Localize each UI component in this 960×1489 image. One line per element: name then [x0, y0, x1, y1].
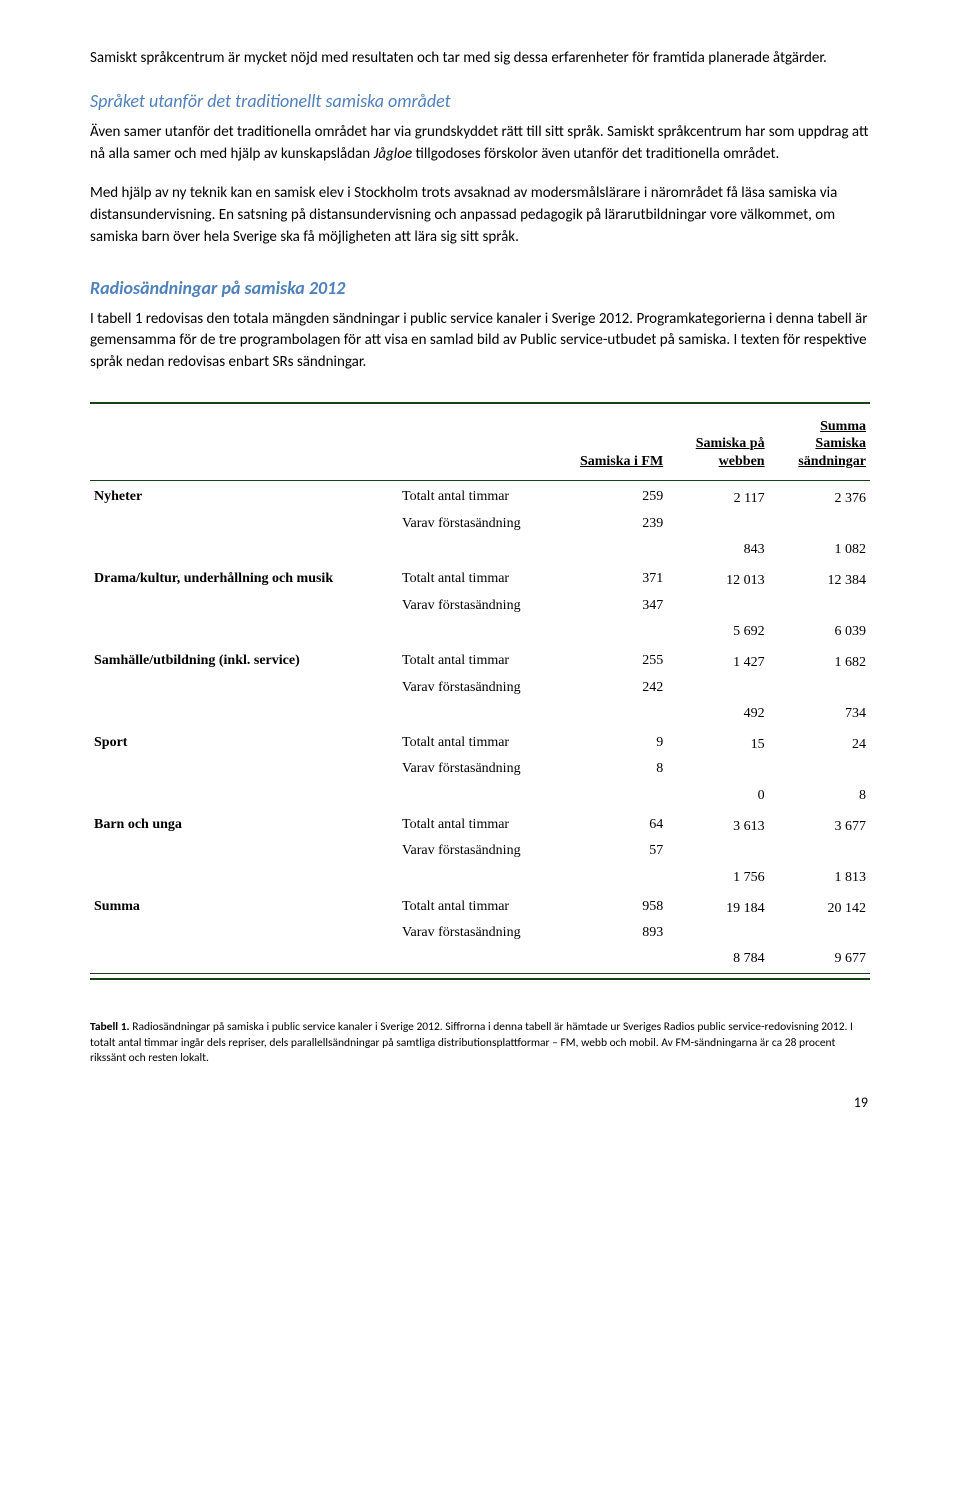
table-row-label-total: Totalt antal timmar: [402, 645, 566, 674]
table-cell: 9 677: [769, 946, 870, 973]
intro-paragraph: Samiskt språkcentrum är mycket nöjd med …: [90, 48, 870, 70]
table-row-label-varav: Varav förstasändning: [402, 675, 566, 701]
section1-p1-italic: Jågloe: [374, 145, 413, 163]
caption-bold: Tabell 1.: [90, 1020, 130, 1034]
table-cell: 24: [769, 727, 870, 783]
table-cell: 371: [566, 563, 667, 592]
table-cell: 1 682: [769, 645, 870, 701]
table-cell: 255: [566, 645, 667, 674]
section1-heading: Språket utanför det traditionellt samisk…: [90, 88, 870, 114]
table-cell: 15: [667, 727, 768, 783]
table-cell: 1 082: [769, 537, 870, 563]
table-cell: 8 784: [667, 946, 768, 973]
table-row-label-varav: Varav förstasändning: [402, 593, 566, 619]
col-header-sum-b: Samiska sändningar: [798, 436, 866, 469]
col-header-web: Samiska på webben: [667, 403, 768, 481]
table-category: Nyheter: [90, 481, 402, 511]
table-cell: 1 427: [667, 645, 768, 701]
page-number: 19: [90, 1093, 870, 1113]
table-cell: 242: [566, 675, 667, 701]
table-row-label-varav: Varav förstasändning: [402, 756, 566, 782]
table-category: Samhälle/utbildning (inkl. service): [90, 645, 402, 674]
table-cell: 12 013: [667, 563, 768, 619]
table-cell: 19 184: [667, 891, 768, 947]
table-row-label-total: Totalt antal timmar: [402, 481, 566, 511]
table-cell: 347: [566, 593, 667, 619]
table-category: Sport: [90, 727, 402, 756]
table-category: Summa: [90, 891, 402, 920]
table-cell: 1 756: [667, 865, 768, 891]
table-row-label-total: Totalt antal timmar: [402, 809, 566, 838]
radio-table: Samiska i FM Samiska på webben Summa Sam…: [90, 402, 870, 980]
table-cell: 0: [667, 783, 768, 809]
table-cell: 20 142: [769, 891, 870, 947]
section1-p1-b: tillgodoses förskolor även utanför det t…: [412, 145, 779, 163]
table-cell: 259: [566, 481, 667, 511]
table-row-label-varav: Varav förstasändning: [402, 511, 566, 537]
table-cell: 5 692: [667, 619, 768, 645]
radio-table-wrap: Samiska i FM Samiska på webben Summa Sam…: [90, 402, 870, 980]
col-header-sum: Summa Samiska sändningar: [769, 403, 870, 481]
section2-p1: I tabell 1 redovisas den totala mängden …: [90, 309, 870, 374]
table-cell: 3 677: [769, 809, 870, 865]
table-row-label-total: Totalt antal timmar: [402, 727, 566, 756]
table-row-label-varav: Varav förstasändning: [402, 920, 566, 946]
table-cell: 492: [667, 701, 768, 727]
col-header-fm: Samiska i FM: [566, 403, 667, 481]
table-cell: 12 384: [769, 563, 870, 619]
table-cell: 893: [566, 920, 667, 946]
table-category: Barn och unga: [90, 809, 402, 838]
section1-p2: Med hjälp av ny teknik kan en samisk ele…: [90, 183, 870, 248]
table-cell: 958: [566, 891, 667, 920]
table-cell: 1 813: [769, 865, 870, 891]
table-cell: 8: [566, 756, 667, 782]
table-cell: 2 117: [667, 481, 768, 537]
table-cell: 6 039: [769, 619, 870, 645]
table-cell: 8: [769, 783, 870, 809]
section2-heading: Radiosändningar på samiska 2012: [90, 275, 870, 301]
table-row-label-varav: Varav förstasändning: [402, 838, 566, 864]
table-row-label-total: Totalt antal timmar: [402, 891, 566, 920]
table-cell: 64: [566, 809, 667, 838]
table-cell: 57: [566, 838, 667, 864]
table-cell: 239: [566, 511, 667, 537]
table-cell: 843: [667, 537, 768, 563]
col-header-sum-a: Summa: [820, 419, 866, 434]
table-cell: 734: [769, 701, 870, 727]
table-category: Drama/kultur, underhållning och musik: [90, 563, 402, 592]
table-row-label-total: Totalt antal timmar: [402, 563, 566, 592]
table-cell: 9: [566, 727, 667, 756]
table-cell: 2 376: [769, 481, 870, 537]
table-cell: 3 613: [667, 809, 768, 865]
caption-text: Radiosändningar på samiska i public serv…: [90, 1020, 853, 1065]
section1-p1: Även samer utanför det traditionella omr…: [90, 122, 870, 166]
table-caption: Tabell 1. Radiosändningar på samiska i p…: [90, 1020, 870, 1067]
